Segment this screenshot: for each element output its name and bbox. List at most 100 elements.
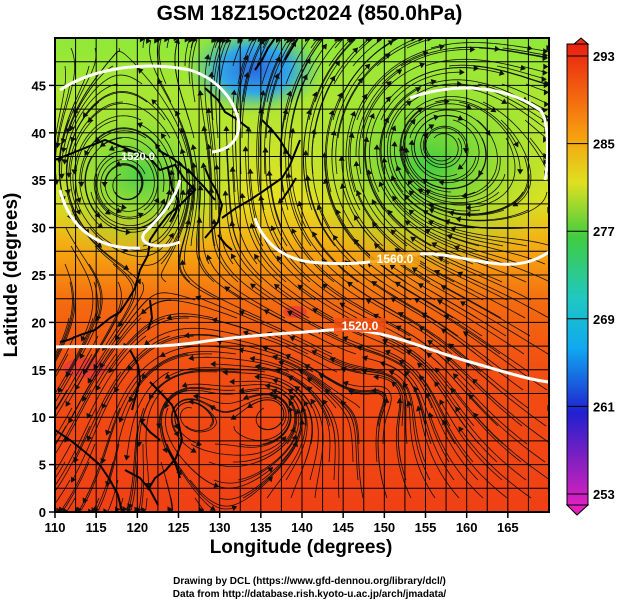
streamline [403, 119, 452, 193]
streamline [340, 401, 364, 499]
streamline-arrowhead [332, 234, 339, 241]
streamline-arrowhead [206, 254, 213, 261]
streamline [114, 335, 195, 393]
streamline-arrowhead [321, 43, 327, 50]
streamline-arrowhead [387, 209, 394, 216]
streamline [376, 144, 427, 229]
streamline [422, 137, 487, 189]
streamline-arrowhead [204, 54, 211, 60]
streamline-arrowhead [122, 506, 128, 512]
streamline [55, 389, 92, 454]
contour-line-1520-south [54, 328, 550, 384]
streamline-arrowhead [410, 236, 417, 243]
streamline [482, 101, 549, 174]
streamline [501, 83, 549, 105]
streamline [442, 419, 508, 499]
streamline-arrowhead [108, 145, 115, 151]
streamline [337, 53, 391, 139]
streamline-arrowhead [302, 150, 309, 156]
streamline-arrowhead [407, 179, 414, 186]
streamline-arrowhead [239, 192, 246, 199]
streamline-arrowhead [273, 283, 280, 290]
streamline-arrowhead [75, 208, 81, 215]
streamline [199, 90, 212, 192]
x-tick-label: 150 [373, 520, 395, 535]
streamline-arrowhead [64, 189, 71, 195]
streamline-arrowhead [190, 162, 198, 168]
streamline-arrowhead [436, 299, 444, 305]
streamline-arrowhead [201, 125, 208, 132]
streamline-arrowhead [457, 163, 464, 170]
streamline [195, 296, 291, 337]
streamline-arrowhead [413, 386, 420, 393]
streamline-arrowhead [394, 281, 401, 288]
streamline-arrowhead [498, 69, 505, 76]
streamline-arrowhead [250, 283, 257, 290]
streamline-arrowhead [254, 373, 260, 381]
streamline-arrowhead [79, 352, 86, 360]
streamline [165, 479, 173, 510]
streamline [230, 399, 285, 431]
streamline-arrowhead [205, 107, 212, 114]
streamline-arrowhead [543, 89, 549, 96]
colorbar-bottom-arrow [565, 504, 590, 516]
streamline-arrowhead [223, 125, 230, 132]
streamline [175, 110, 195, 211]
streamline [307, 386, 336, 481]
streamline [126, 425, 139, 510]
streamline [122, 313, 214, 349]
streamline-arrowhead [254, 253, 260, 260]
streamline [96, 155, 144, 218]
streamline-arrowhead [181, 382, 188, 389]
streamline [358, 38, 371, 49]
streamline [241, 193, 287, 283]
streamline [348, 390, 384, 463]
streamline-arrowhead [543, 48, 549, 55]
streamline [369, 96, 391, 193]
streamline [265, 147, 288, 247]
temperature-field [55, 38, 549, 512]
streamline-arrowhead [127, 503, 134, 510]
streamline-arrowhead [398, 360, 405, 366]
streamline [381, 49, 475, 85]
streamline [284, 38, 322, 121]
streamline-arrowhead [322, 178, 330, 184]
streamline [239, 388, 298, 445]
streamline-arrowhead [428, 124, 435, 130]
streamline [266, 407, 306, 499]
streamline-arrowhead [99, 141, 106, 147]
streamline-arrowhead [59, 506, 65, 512]
streamline-arrowhead [287, 310, 294, 317]
streamline [245, 146, 264, 247]
x-tick-label: 125 [168, 520, 190, 535]
streamline-arrowhead [405, 100, 412, 107]
streamline-arrowhead [348, 389, 354, 396]
streamline [55, 300, 76, 363]
streamline [285, 38, 310, 85]
streamline-arrowhead [188, 354, 194, 361]
streamline [142, 39, 145, 49]
streamline [166, 39, 170, 49]
streamline-arrowhead [229, 378, 235, 385]
streamline-arrowhead [273, 73, 280, 80]
streamline [235, 108, 241, 211]
streamline [428, 412, 484, 499]
streamline [457, 272, 549, 319]
streamline [71, 389, 116, 483]
streamline-arrowhead [311, 91, 318, 98]
streamline-arrowhead [446, 233, 453, 240]
streamline [63, 461, 90, 510]
streamline-arrowhead [397, 312, 404, 318]
streamline [138, 479, 143, 510]
streamline-arrowhead [60, 147, 67, 153]
streamline-arrowhead [389, 264, 396, 270]
streamline [458, 101, 521, 174]
streamline [450, 227, 549, 246]
streamline-arrowhead [355, 190, 362, 197]
x-tick-label: 145 [332, 520, 354, 535]
streamline [331, 130, 355, 229]
streamline-arrowhead [512, 141, 519, 148]
streamline-arrowhead [312, 308, 319, 314]
streamline [446, 357, 523, 427]
streamline-arrowhead [186, 186, 194, 193]
